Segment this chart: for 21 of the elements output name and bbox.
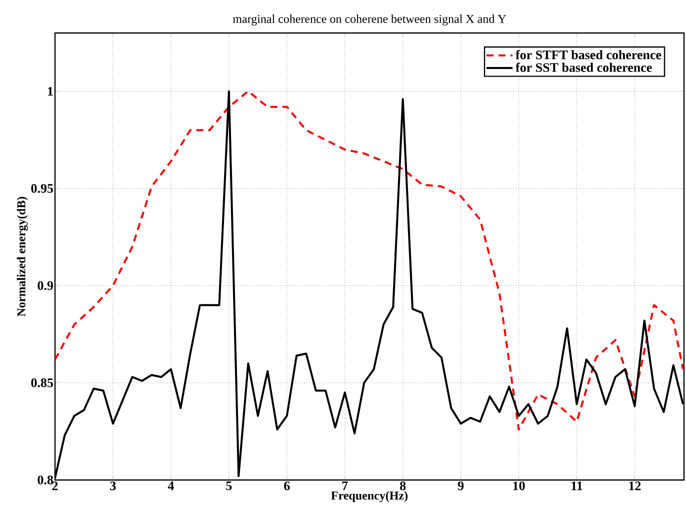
x-tick-label: 2 bbox=[52, 482, 58, 490]
y-tick-label: 1 bbox=[48, 87, 53, 96]
x-tick-label: 5 bbox=[226, 482, 232, 490]
chart-title: marginal coherence on coherene between signal X and Y bbox=[232, 14, 506, 26]
legend-label: for SST based coherence bbox=[516, 62, 652, 72]
x-tick-label: 9 bbox=[458, 482, 464, 490]
x-tick-label: 3 bbox=[110, 482, 116, 490]
x-tick-label: 8 bbox=[400, 482, 406, 490]
y-tick-label: 0.8 bbox=[38, 476, 54, 484]
y-axis-title: Normalized energy(dB) bbox=[16, 196, 28, 316]
x-tick-label: 4 bbox=[168, 482, 174, 490]
x-tick-label: 6 bbox=[284, 482, 290, 490]
x-axis-title: Frequency(Hz) bbox=[331, 491, 408, 502]
legend-label: for STFT based coherence bbox=[516, 50, 662, 60]
y-tick-label: 0.85 bbox=[31, 378, 53, 388]
x-tick-label: 10 bbox=[513, 482, 525, 490]
x-tick-label: 12 bbox=[629, 482, 641, 490]
x-tick-label: 11 bbox=[572, 482, 582, 490]
x-tick-label: 7 bbox=[342, 482, 348, 490]
y-tick-label: 0.95 bbox=[31, 184, 53, 193]
y-tick-label: 0.9 bbox=[38, 281, 54, 290]
